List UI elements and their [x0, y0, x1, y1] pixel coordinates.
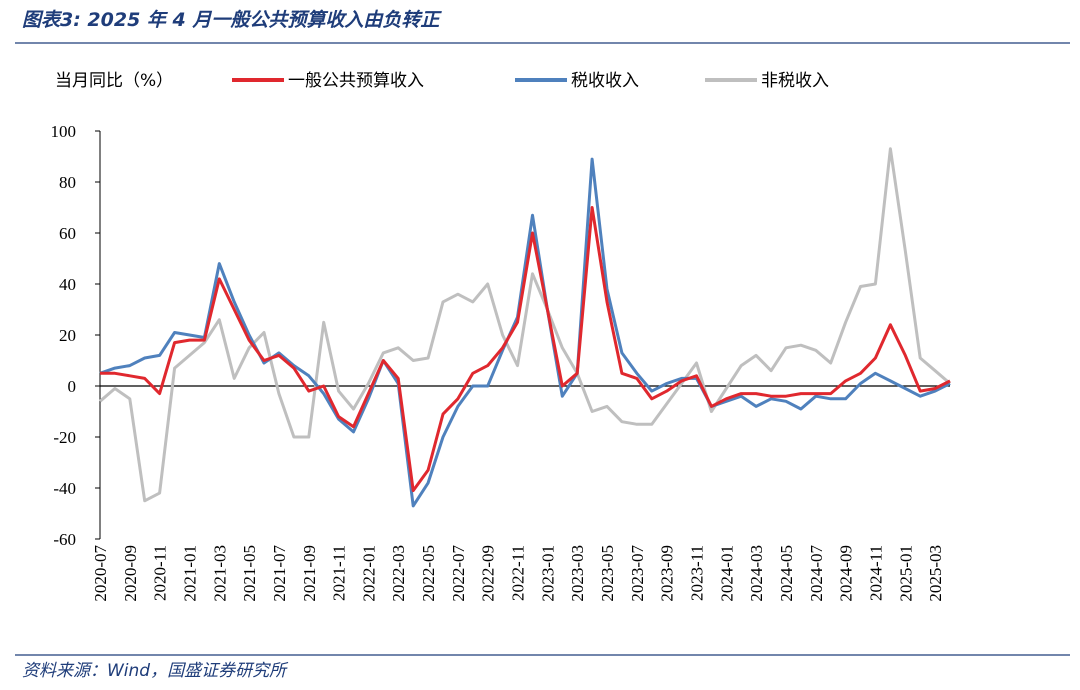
x-tick-label: 2022-07 — [449, 545, 468, 602]
legend-label: 税收收入 — [571, 71, 639, 91]
x-tick-label: 2024-07 — [807, 545, 826, 602]
x-tick-label: 2025-01 — [896, 545, 915, 602]
x-tick-label: 2023-03 — [568, 545, 587, 602]
x-tick-label: 2023-09 — [658, 545, 677, 602]
y-axis-label: 当月同比（%） — [55, 71, 173, 91]
y-tick-label: 80 — [59, 173, 76, 192]
x-tick-label: 2020-11 — [151, 545, 170, 601]
x-tick-label: 2021-03 — [210, 545, 229, 602]
x-tick-label: 2022-09 — [479, 545, 498, 602]
y-tick-label: 60 — [59, 224, 76, 243]
legend-label: 一般公共预算收入 — [288, 71, 424, 91]
y-tick-label: 20 — [59, 326, 76, 345]
x-tick-label: 2022-03 — [389, 545, 408, 602]
x-tick-label: 2024-03 — [747, 545, 766, 602]
x-tick-label: 2020-09 — [121, 545, 140, 602]
y-tick-label: 0 — [68, 377, 77, 396]
x-tick-label: 2024-01 — [717, 545, 736, 602]
x-tick-label: 2023-05 — [598, 545, 617, 602]
legend-label: 非税收入 — [761, 71, 829, 91]
chart-title: 图表3: 2025 年 4 月一般公共预算收入由负转正 — [22, 9, 442, 31]
x-tick-label: 2022-11 — [509, 545, 528, 601]
series-line — [99, 147, 951, 503]
x-tick-label: 2022-05 — [419, 545, 438, 602]
y-tick-label: 40 — [59, 275, 76, 294]
y-tick-label: -20 — [53, 428, 76, 447]
x-tick-label: 2024-05 — [777, 545, 796, 602]
x-tick-label: 2023-07 — [628, 545, 647, 602]
x-tick-label: 2022-01 — [359, 545, 378, 602]
y-tick-label: 100 — [51, 122, 77, 141]
x-tick-label: 2024-11 — [866, 545, 885, 601]
x-tick-label: 2021-05 — [240, 545, 259, 602]
x-tick-label: 2023-11 — [687, 545, 706, 601]
x-tick-label: 2021-11 — [330, 545, 349, 601]
x-tick-label: 2020-07 — [91, 545, 110, 602]
series-line — [99, 157, 951, 508]
x-tick-label: 2021-07 — [270, 545, 289, 602]
x-tick-label: 2025-03 — [926, 545, 945, 602]
series-line — [100, 206, 951, 493]
y-tick-label: -60 — [53, 530, 76, 549]
x-tick-label: 2023-01 — [538, 545, 557, 602]
x-tick-label: 2021-01 — [180, 545, 199, 602]
x-tick-label: 2021-09 — [300, 545, 319, 602]
x-tick-label: 2024-09 — [837, 545, 856, 602]
y-tick-label: -40 — [53, 479, 76, 498]
source-note: 资料来源：Wind，国盛证券研究所 — [22, 661, 289, 681]
